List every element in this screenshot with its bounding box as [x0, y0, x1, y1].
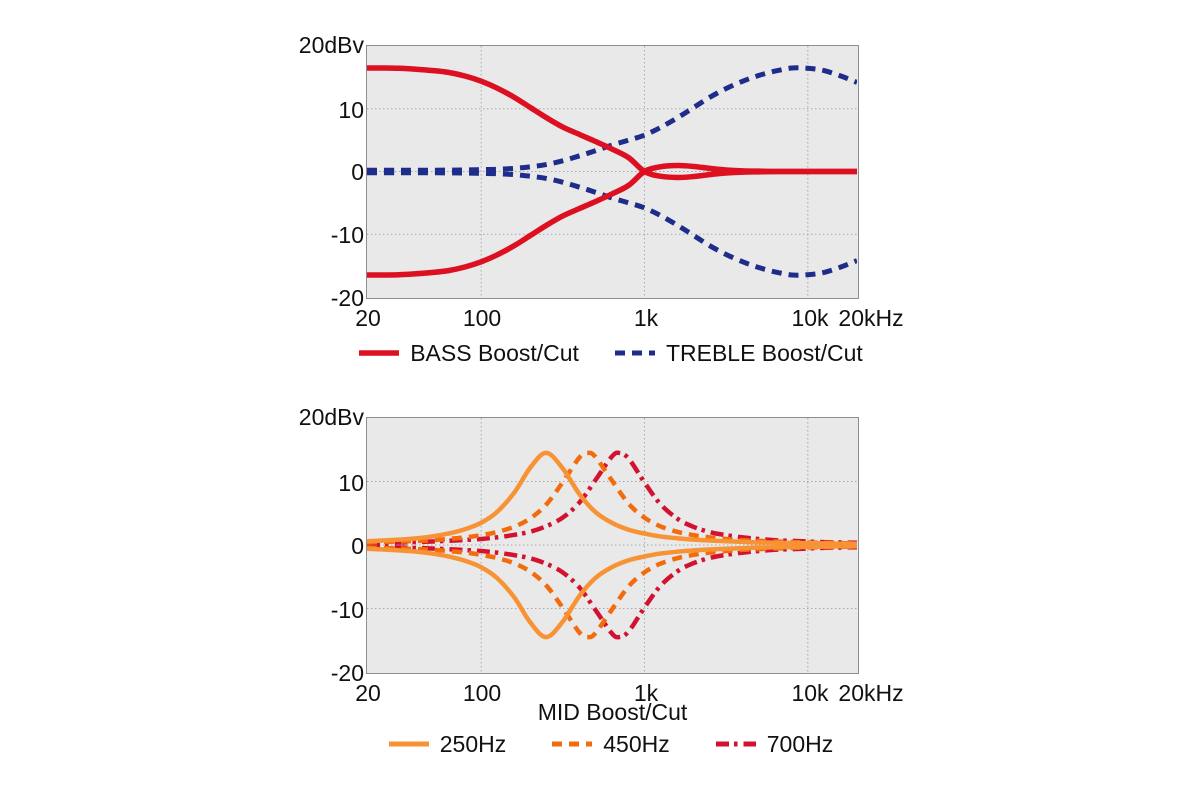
- bass-line-icon: [359, 350, 400, 356]
- y-tick-label: 0: [351, 533, 364, 559]
- legend-item-treble: TREBLE Boost/Cut: [613, 340, 863, 366]
- plot-area: [366, 45, 859, 299]
- legend-item-700hz: 700Hz: [714, 731, 833, 757]
- legend-label: 450Hz: [603, 731, 670, 757]
- dashed-line-icon: [552, 741, 593, 747]
- x-tick-label: 20kHz: [838, 305, 904, 331]
- frequency-response-canvas: [367, 46, 857, 297]
- x-axis-title: MID Boost/Cut: [537, 699, 688, 725]
- x-tick-label: 100: [462, 305, 502, 331]
- frequency-response-canvas: [367, 418, 857, 672]
- y-tick-label: 10: [338, 97, 364, 123]
- y-tick-label: -20: [330, 285, 364, 311]
- y-tick-label: 10: [338, 470, 364, 496]
- legend-label: 250Hz: [439, 731, 507, 757]
- treble-dashed-line-icon: [614, 350, 655, 356]
- y-tick-label: -10: [330, 597, 364, 623]
- y-axis-unit-label: 20dBv: [298, 404, 364, 430]
- legend-label: TREBLE Boost/Cut: [665, 340, 863, 366]
- x-tick-label: 1k: [633, 305, 659, 331]
- legend-item-bass: BASS Boost/Cut: [357, 340, 579, 366]
- y-tick-label: 0: [351, 159, 364, 185]
- plot-area: [366, 417, 859, 674]
- legend-label: 700Hz: [766, 731, 834, 757]
- x-tick-label: 20: [355, 305, 381, 331]
- y-tick-label: -20: [330, 660, 364, 686]
- legend-item-450hz: 450Hz: [550, 731, 670, 757]
- legend-item-250hz: 250Hz: [387, 731, 506, 757]
- legend: BASS Boost/Cut TREBLE Boost/Cut: [340, 340, 880, 366]
- x-tick-label: 10k: [791, 680, 829, 706]
- solid-line-icon: [388, 741, 429, 747]
- legend-label: BASS Boost/Cut: [410, 340, 579, 366]
- y-tick-label: -10: [330, 222, 364, 248]
- x-tick-label: 100: [462, 680, 502, 706]
- x-tick-label: 20: [355, 680, 381, 706]
- legend: 250Hz 450Hz 700Hz: [340, 731, 880, 757]
- y-axis-unit-label: 20dBv: [298, 32, 364, 58]
- dashdot-line-icon: [715, 741, 756, 747]
- x-tick-label: 20kHz: [838, 680, 904, 706]
- x-tick-label: 10k: [791, 305, 829, 331]
- x-tick-label: 1k: [633, 680, 659, 706]
